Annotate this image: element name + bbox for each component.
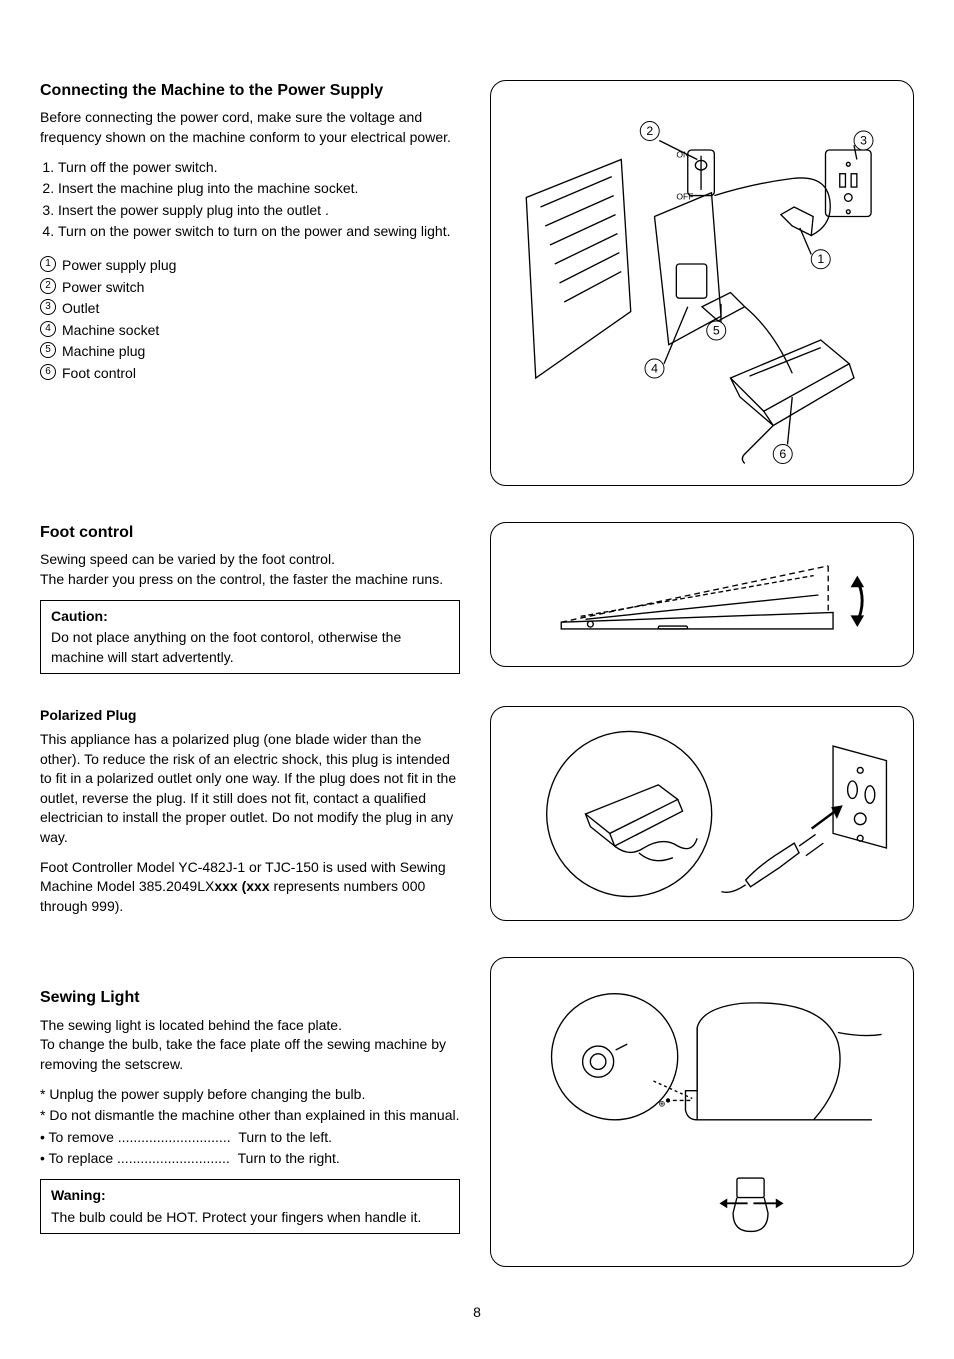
figure3-box (490, 706, 914, 921)
figure1-box: ON OFF (490, 80, 914, 486)
caution-box: Caution: Do not place anything on the fo… (40, 600, 460, 675)
section3-para2: Foot Controller Model YC-482J-1 or TJC-1… (40, 858, 460, 917)
figure1-svg: ON OFF (503, 93, 901, 473)
section3-para1: This appliance has a polarized plug (one… (40, 730, 460, 848)
figure2-svg (503, 535, 901, 655)
figure3-svg (503, 719, 901, 909)
svg-text:3: 3 (860, 133, 867, 147)
section2-para2: The harder you press on the control, the… (40, 570, 460, 590)
figure4-box: ⊕ (490, 957, 914, 1267)
step-item: Insert the machine plug into the machine… (58, 179, 460, 199)
section1-intro: Before connecting the power cord, make s… (40, 108, 460, 147)
figure4-svg: ⊕ (503, 970, 901, 1260)
legend-item: 3Outlet (40, 299, 460, 319)
legend-marker: 5 (40, 342, 56, 358)
section2-heading: Foot control (40, 522, 460, 544)
caution-text: Do not place anything on the foot contor… (51, 629, 401, 665)
section1-legend: 1Power supply plug 2Power switch 3Outlet… (40, 256, 460, 384)
warning-box: Waning: The bulb could be HOT. Protect y… (40, 1179, 460, 1234)
section4-para2: To change the bulb, take the face plate … (40, 1035, 460, 1074)
svg-text:OFF: OFF (676, 191, 693, 201)
section3-heading: Polarized Plug (40, 706, 460, 726)
bullet-item: To remove ............................. … (40, 1128, 460, 1148)
section1-steps: Turn off the power switch. Insert the ma… (40, 158, 460, 242)
section4-heading: Sewing Light (40, 987, 460, 1009)
legend-marker: 3 (40, 299, 56, 315)
asterisk-item: Unplug the power supply before changing … (52, 1085, 460, 1105)
legend-item: 6Foot control (40, 364, 460, 384)
page-number: 8 (40, 1303, 914, 1323)
svg-text:2: 2 (646, 124, 653, 138)
figure2-box (490, 522, 914, 667)
svg-text:4: 4 (651, 361, 658, 375)
svg-text:1: 1 (817, 252, 824, 266)
legend-item: 5Machine plug (40, 342, 460, 362)
legend-marker: 6 (40, 364, 56, 380)
section1-heading: Connecting the Machine to the Power Supp… (40, 80, 460, 102)
section4-para1: The sewing light is located behind the f… (40, 1016, 460, 1036)
svg-text:5: 5 (713, 323, 720, 337)
svg-text:⊕: ⊕ (658, 1099, 665, 1109)
legend-item: 1Power supply plug (40, 256, 460, 276)
legend-item: 4Machine socket (40, 321, 460, 341)
section2-para1: Sewing speed can be varied by the foot c… (40, 550, 460, 570)
bullet-item: To replace .............................… (40, 1149, 460, 1169)
step-item: Insert the power supply plug into the ou… (58, 201, 460, 221)
legend-marker: 4 (40, 321, 56, 337)
legend-item: 2Power switch (40, 278, 460, 298)
section4-bullets: To remove ............................. … (40, 1128, 460, 1169)
legend-marker: 2 (40, 278, 56, 294)
legend-marker: 1 (40, 256, 56, 272)
step-item: Turn on the power switch to turn on the … (58, 222, 460, 242)
step-item: Turn off the power switch. (58, 158, 460, 178)
warning-label: Waning: (51, 1186, 449, 1206)
caution-label: Caution: (51, 607, 449, 627)
figure1-callouts: 1 2 3 4 5 6 (640, 122, 873, 464)
warning-text: The bulb could be HOT. Protect your fing… (51, 1209, 421, 1225)
section4-asterisks: Unplug the power supply before changing … (40, 1085, 460, 1126)
svg-text:6: 6 (779, 447, 786, 461)
asterisk-item: Do not dismantle the machine other than … (52, 1106, 460, 1126)
